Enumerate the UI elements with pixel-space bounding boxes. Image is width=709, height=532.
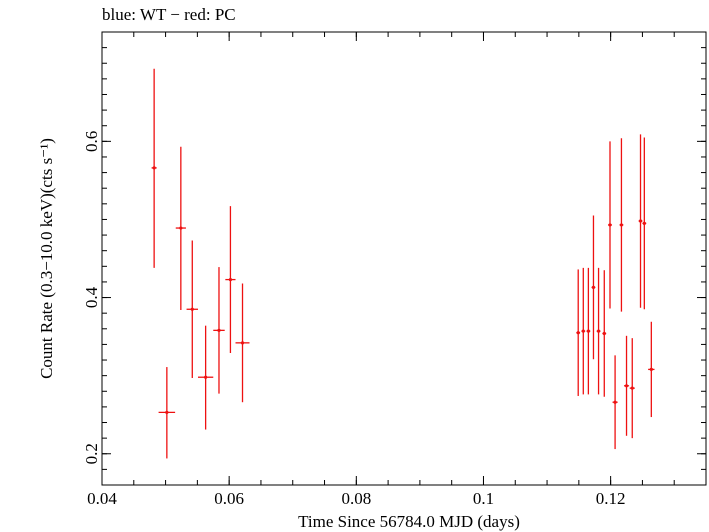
data-point	[586, 267, 591, 395]
data-point	[186, 240, 199, 378]
point-marker	[613, 400, 617, 404]
point-marker	[608, 223, 612, 227]
data-point	[608, 141, 612, 309]
point-marker	[586, 329, 590, 333]
y-tick-label: 0.2	[82, 443, 101, 464]
point-marker	[152, 166, 156, 170]
point-marker	[190, 307, 194, 311]
data-points	[151, 68, 655, 459]
data-point	[619, 138, 624, 312]
point-marker	[624, 384, 629, 388]
x-axis-label: Time Since 56784.0 MJD (days)	[298, 512, 520, 531]
x-tick-label: 0.12	[596, 489, 626, 508]
data-point	[623, 335, 630, 436]
data-point	[591, 215, 596, 360]
data-point	[629, 338, 635, 439]
data-point	[638, 134, 643, 308]
y-tick-label: 0.6	[82, 131, 101, 152]
data-point	[596, 267, 601, 395]
point-marker	[596, 329, 601, 333]
data-point	[151, 68, 157, 268]
point-marker	[638, 219, 643, 223]
x-tick-label: 0.06	[214, 489, 244, 508]
axis-ticks: 0.04 0.06 0.08 0.1 0.12 0.2 0.4 0.6	[82, 31, 707, 508]
point-marker	[619, 223, 624, 227]
point-marker	[576, 331, 580, 335]
data-point	[158, 367, 176, 459]
data-point	[576, 269, 581, 396]
data-point	[612, 355, 618, 450]
y-axis-label: Count Rate (0.3−10.0 keV)(cts s⁻¹)	[37, 138, 56, 379]
x-tick-label: 0.08	[341, 489, 371, 508]
point-marker	[228, 277, 233, 282]
point-marker	[649, 367, 653, 372]
data-point	[235, 283, 250, 403]
point-marker	[581, 329, 585, 333]
x-tick-label: 0.1	[473, 489, 494, 508]
data-point	[642, 137, 647, 310]
plot-frame	[101, 31, 707, 486]
point-marker	[179, 226, 183, 230]
data-point	[648, 321, 655, 418]
y-tick-label: 0.4	[82, 286, 101, 308]
point-marker	[165, 410, 169, 414]
data-point	[602, 270, 607, 397]
point-marker	[591, 285, 596, 289]
data-point	[581, 267, 586, 395]
chart-title: blue: WT − red: PC	[102, 5, 236, 24]
point-marker	[630, 386, 634, 390]
data-point	[225, 206, 236, 354]
data-point	[213, 267, 225, 394]
data-point	[175, 146, 186, 311]
point-marker	[240, 341, 245, 345]
data-point	[198, 325, 214, 430]
point-marker	[217, 328, 221, 332]
point-marker	[642, 221, 646, 225]
point-marker	[602, 331, 606, 336]
x-tick-label: 0.04	[87, 489, 117, 508]
point-marker	[204, 375, 208, 379]
